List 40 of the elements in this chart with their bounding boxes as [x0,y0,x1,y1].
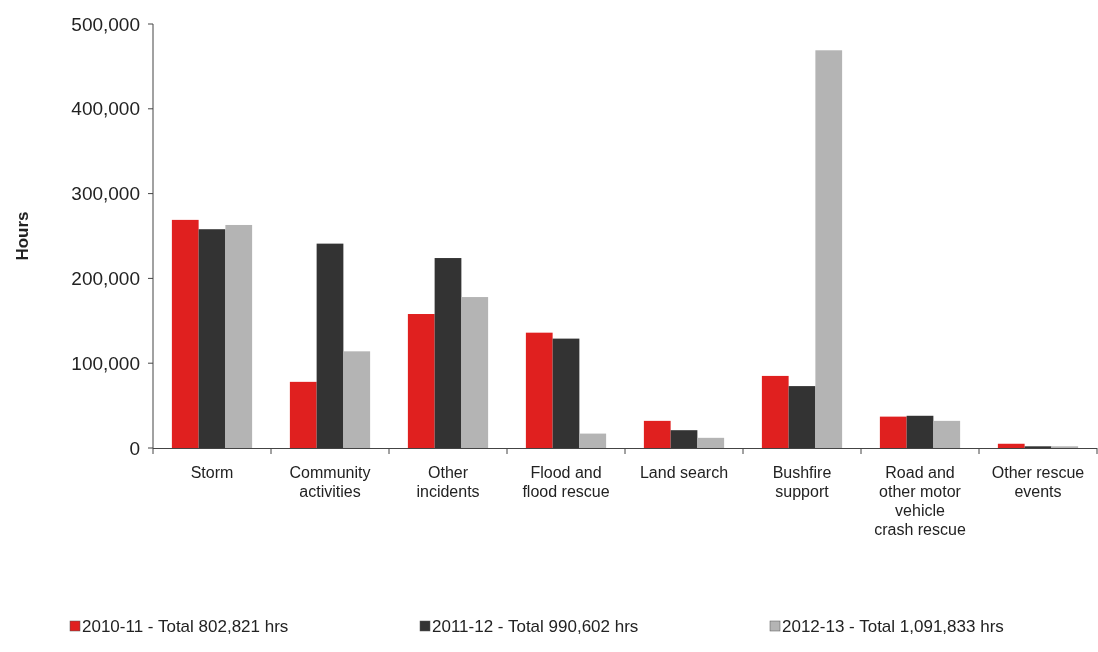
y-tick-label: 0 [129,437,140,459]
bar [316,243,344,448]
bar [525,332,553,448]
x-tick-label: Storm [190,464,234,481]
x-tick-label: Other incidents [416,464,480,500]
x-tick-label: Other rescue events [991,464,1085,500]
x-tick-label: Community activities [289,464,371,500]
bar [225,224,253,448]
x-tick-label: Land search [639,464,729,481]
x-tick-label: Bushfire support [772,464,832,500]
y-tick-label: 500,000 [71,13,140,35]
bar [933,420,961,448]
x-tick-label: Flood and flood rescue [522,464,610,500]
y-tick-label: 100,000 [71,352,140,374]
bar [697,437,725,448]
y-axis-title: Hours [13,211,32,261]
bar [407,314,435,448]
x-tick-label: Road and other motor vehicle crash rescue [874,464,966,538]
legend-label: 2012-13 - Total 1,091,833 hrs [782,616,1004,636]
y-tick-label: 400,000 [71,98,140,120]
bar [643,420,671,448]
bar [788,386,816,448]
bar [171,219,199,448]
legend-label: 2010-11 - Total 802,821 hrs [82,616,289,636]
bar [198,229,226,448]
y-tick-label: 300,000 [71,183,140,205]
bar [997,443,1025,448]
bar [552,338,580,448]
bar [289,381,317,448]
bar [343,351,371,448]
bar [670,430,698,448]
bar [879,416,907,448]
bar [461,297,489,448]
bar [815,50,843,448]
bar [434,258,462,448]
legend-label: 2011-12 - Total 990,602 hrs [432,616,639,636]
y-tick-label: 200,000 [71,268,140,290]
bar [761,375,789,448]
bar [906,415,934,448]
bar [579,433,607,448]
